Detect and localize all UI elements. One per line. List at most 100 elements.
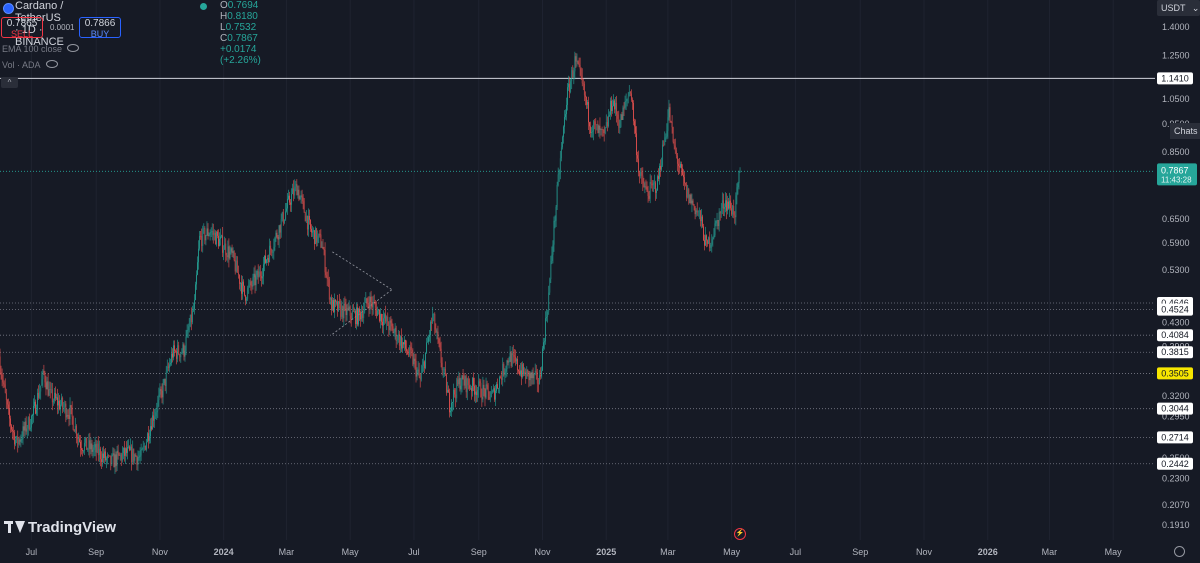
candle-body	[180, 353, 182, 358]
candle-body	[75, 425, 77, 438]
candle-body	[102, 453, 103, 462]
tradingview-logo[interactable]: TradingView	[4, 519, 116, 536]
candle-body	[270, 245, 272, 250]
candle-body	[262, 276, 263, 279]
candle-body	[66, 415, 68, 418]
candle-body	[453, 389, 454, 402]
candle-body	[543, 342, 544, 349]
candle-body	[593, 121, 595, 132]
flash-icon[interactable]: ⚡	[734, 528, 746, 540]
candle-body	[386, 316, 388, 322]
candle-body	[5, 392, 7, 400]
candle-body	[166, 366, 168, 372]
candle-body	[251, 285, 253, 287]
candle-body	[191, 310, 193, 323]
candle-body	[621, 114, 623, 121]
candle-body	[93, 447, 95, 450]
y-tick-label: 0.6500	[1162, 214, 1190, 224]
candle-body	[599, 125, 601, 130]
candle-body	[41, 379, 43, 386]
symbol-title[interactable]: Cardano / TetherUS · 1D · BINANCE	[15, 0, 64, 48]
candle-body	[531, 372, 533, 379]
candle-body	[316, 228, 318, 243]
candle-body	[721, 200, 723, 208]
chats-button[interactable]: Chats	[1170, 123, 1200, 139]
candle-body	[33, 405, 34, 415]
candle-body	[142, 446, 144, 449]
candle-body	[422, 361, 424, 366]
x-tick-label: 2026	[978, 547, 998, 557]
level-price-label: 0.2442	[1161, 459, 1189, 469]
candle-body	[79, 438, 80, 443]
candle-body	[207, 228, 209, 236]
x-tick-label: 2025	[596, 547, 616, 557]
candle-body	[73, 429, 75, 432]
candle-body	[285, 211, 286, 220]
current-price-label: 0.7867	[1161, 165, 1189, 175]
y-tick-label: 0.2070	[1162, 500, 1190, 510]
sell-label: SELL	[10, 29, 34, 39]
candle-body	[322, 246, 324, 250]
candle-body	[1, 374, 3, 380]
settings-icon[interactable]	[1174, 546, 1185, 557]
currency-selector[interactable]: USDT ⌄	[1157, 0, 1200, 16]
candle-body	[673, 141, 675, 146]
candle-body	[617, 114, 619, 119]
eye-icon[interactable]	[67, 44, 80, 52]
candle-body	[241, 283, 242, 294]
chevron-up-icon[interactable]: ^	[1, 77, 18, 88]
candle-body	[163, 378, 165, 384]
candle-body	[127, 446, 128, 453]
candle-body	[291, 194, 292, 205]
candle-body	[242, 281, 243, 294]
candle-body	[292, 188, 294, 195]
candle-body	[201, 235, 203, 246]
chevron-down-icon: ⌄	[1191, 3, 1200, 13]
candle-body	[736, 187, 738, 196]
candle-body	[214, 232, 216, 245]
sell-button[interactable]: 0.7865 SELL	[1, 17, 43, 39]
candle-body	[407, 351, 408, 354]
candle-body	[23, 426, 25, 431]
candle-body	[317, 235, 319, 243]
candle-body	[139, 455, 141, 457]
candle-body	[134, 454, 136, 461]
candle-body	[432, 314, 434, 323]
candle-body	[272, 251, 274, 253]
candle-body	[94, 444, 96, 448]
candle-body	[141, 448, 143, 450]
candle-body	[652, 182, 654, 186]
market-status-icon	[200, 3, 207, 10]
candle-body	[710, 244, 712, 248]
candle-body	[26, 428, 28, 432]
candle-body	[255, 275, 257, 286]
candle-body	[635, 126, 636, 134]
candle-body	[310, 219, 311, 229]
candle-body	[286, 208, 287, 212]
candle-body	[161, 390, 163, 398]
candle-body	[183, 344, 185, 357]
candle-body	[647, 191, 649, 196]
buy-button[interactable]: 0.7866 BUY	[79, 17, 121, 39]
candle-body	[480, 382, 482, 397]
candle-body	[112, 453, 114, 455]
candle-body	[526, 369, 528, 379]
candle-body	[393, 331, 395, 334]
candle-body	[320, 234, 322, 248]
indicator-volume[interactable]: Vol · ADA	[2, 60, 58, 70]
candle-body	[343, 303, 345, 319]
candle-body	[54, 392, 55, 401]
candle-body	[254, 273, 256, 286]
candle-body	[558, 173, 560, 175]
candle-body	[398, 334, 400, 346]
candle-body	[295, 183, 297, 187]
indicator-ema[interactable]: EMA 100 close	[2, 44, 80, 54]
candle-body	[360, 312, 361, 320]
candle-body	[157, 400, 159, 411]
candle-body	[632, 99, 633, 103]
candle-body	[296, 183, 298, 196]
eye-icon[interactable]	[45, 60, 58, 68]
candle-body	[84, 442, 86, 451]
candle-body	[581, 75, 583, 84]
